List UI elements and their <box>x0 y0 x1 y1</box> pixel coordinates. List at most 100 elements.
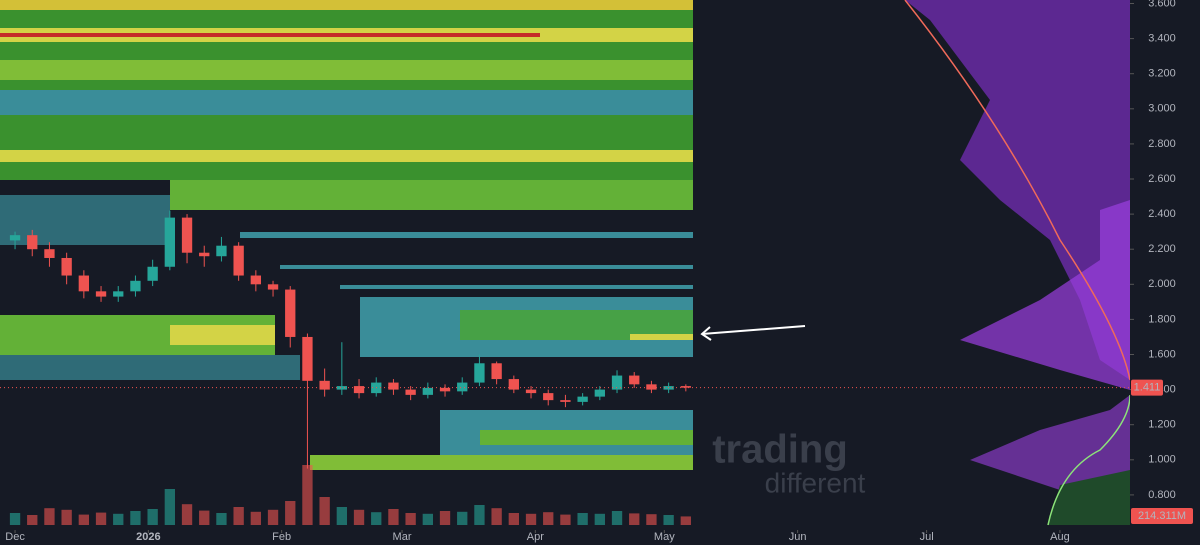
x-tick-label: Feb <box>272 531 291 543</box>
volume-bar <box>543 512 554 525</box>
volume-bar <box>457 511 468 525</box>
y-tick-label: 1.800 <box>1148 313 1176 325</box>
x-tick-label: Jun <box>789 531 807 543</box>
y-tick-label: 3.600 <box>1148 0 1176 9</box>
candle-body <box>422 387 433 395</box>
volume-bar <box>302 465 313 525</box>
candle-body <box>9 235 21 241</box>
candle-body <box>646 384 657 390</box>
candle-body <box>113 291 124 297</box>
y-tick-label: 1.600 <box>1148 348 1176 360</box>
volume-bar <box>474 505 485 525</box>
heatmap-band <box>0 195 170 245</box>
arrow <box>701 325 806 335</box>
candle-body <box>199 252 210 257</box>
candle-body <box>439 387 451 392</box>
candle-body <box>302 336 313 381</box>
volume-bar <box>680 516 691 525</box>
y-tick-label: 3.400 <box>1148 33 1176 45</box>
volume-bar <box>199 510 210 525</box>
arrow-head <box>700 326 712 341</box>
profile-curve <box>904 0 1131 381</box>
volume-profile <box>904 0 1131 526</box>
volume-bar <box>44 508 55 525</box>
volume-bar <box>216 513 227 525</box>
volume-bar <box>147 509 158 525</box>
volume-bar <box>9 513 21 525</box>
y-tick-label: 3.200 <box>1148 68 1176 80</box>
candle-body <box>491 363 502 380</box>
heatmap <box>0 0 693 470</box>
candle-body <box>285 289 296 337</box>
heatmap-band <box>0 90 693 115</box>
heatmap-band <box>0 60 693 80</box>
watermark: trading <box>712 428 848 472</box>
candle-body <box>474 363 485 383</box>
candle-body <box>594 389 605 397</box>
x-tick-label: 2026 <box>136 531 160 543</box>
volume-bar <box>646 514 657 525</box>
volume-bar <box>267 509 279 525</box>
price-label: 1.411 <box>1134 382 1161 394</box>
x-tick-label: May <box>654 531 675 543</box>
volume-label-bg <box>1131 508 1193 524</box>
candle-body <box>61 257 72 276</box>
x-tick-label: Mar <box>393 531 412 543</box>
volume-bar <box>422 513 433 525</box>
candle-body <box>267 284 279 290</box>
volume-bar <box>353 509 365 525</box>
candle-body <box>147 266 158 281</box>
heatmap-band <box>340 285 693 289</box>
candle-body <box>250 275 262 285</box>
y-tick-label: 2.200 <box>1148 243 1176 255</box>
candle-body <box>336 386 347 390</box>
volume-bar <box>181 504 193 525</box>
volume-label: 214.311M <box>1138 510 1186 522</box>
heatmap-band <box>630 334 693 340</box>
candle-body <box>353 386 365 394</box>
y-tick-label: 2.000 <box>1148 278 1176 290</box>
heatmap-band <box>480 430 693 445</box>
volume-bar <box>508 513 519 525</box>
candle-body <box>95 291 107 297</box>
profile-shape <box>960 200 1130 390</box>
x-tick-label: Apr <box>527 531 544 543</box>
watermark: different <box>765 467 866 498</box>
x-tick-label: Jul <box>920 531 934 543</box>
volume-bar <box>250 511 262 525</box>
x-tick-label: Dec <box>5 531 25 543</box>
volume-bar <box>388 509 399 525</box>
x-tick-label: Aug <box>1050 531 1070 543</box>
heatmap-band <box>0 33 540 37</box>
candle-body <box>130 280 141 292</box>
volume-bar <box>130 511 141 525</box>
volume-bar <box>439 511 451 525</box>
price-label-bg <box>1131 379 1163 396</box>
y-tick-label: 0.800 <box>1148 489 1176 501</box>
candle-body <box>233 245 244 276</box>
volume-bar <box>491 508 502 525</box>
candle-body <box>405 389 416 395</box>
candle-body <box>216 245 227 257</box>
y-tick-label: 2.400 <box>1148 208 1176 220</box>
y-tick-label: 2.600 <box>1148 173 1176 185</box>
candle-body <box>525 389 537 394</box>
y-tick-label: 1.200 <box>1148 419 1176 431</box>
y-tick-label: 1.000 <box>1148 454 1176 466</box>
y-tick-label: 2.800 <box>1148 138 1176 150</box>
candle-body <box>319 380 330 390</box>
heatmap-band <box>170 325 275 345</box>
volume-bar <box>319 497 330 525</box>
candle-body <box>508 379 519 390</box>
volume-bar <box>285 501 296 525</box>
profile-curve <box>1047 394 1131 526</box>
heatmap-band <box>0 355 300 380</box>
volume-bar <box>95 512 107 525</box>
candle-body <box>388 382 399 390</box>
candle-body <box>577 396 588 402</box>
price-axis <box>1130 0 1200 530</box>
profile-shape <box>1048 470 1130 525</box>
candle-body <box>560 400 571 402</box>
volume-bar <box>663 515 674 525</box>
volume-bar <box>233 507 244 525</box>
